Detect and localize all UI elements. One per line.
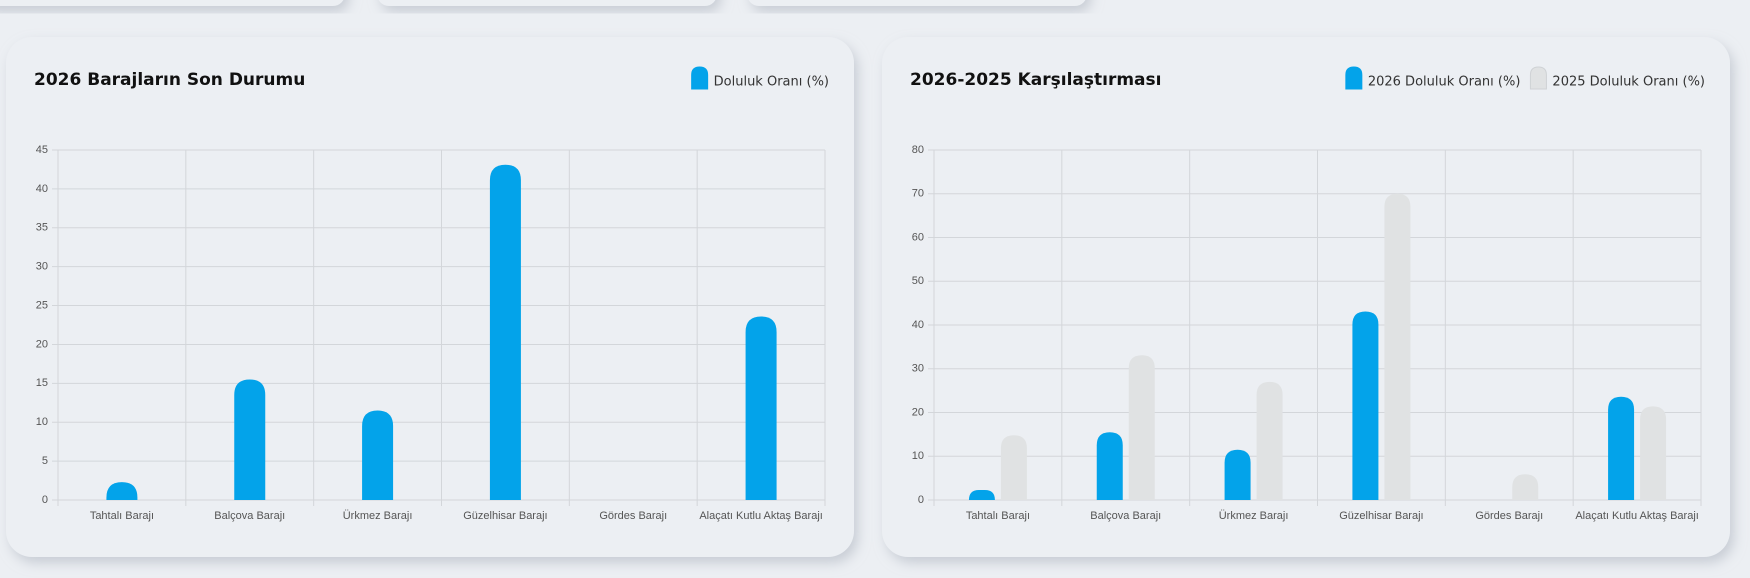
legend-swatch (691, 66, 709, 90)
top-card (0, 0, 344, 6)
x-tick-label: Tahtalı Barajı (90, 510, 154, 522)
chart-title: 2026-2025 Karşılaştırması (910, 70, 1161, 90)
bar (362, 410, 394, 500)
bar (489, 164, 521, 500)
y-tick-label: 30 (912, 363, 924, 375)
y-tick-label: 50 (912, 275, 924, 287)
x-tick-label: Alaçatı Kutlu Aktaş Barajı (699, 510, 823, 522)
top-card (378, 0, 716, 6)
y-tick-label: 15 (36, 377, 48, 389)
y-tick-label: 25 (36, 299, 48, 311)
legend-label: Doluluk Oranı (%) (714, 75, 829, 90)
y-tick-label: 20 (36, 338, 48, 350)
bar (1224, 449, 1251, 500)
x-tick-label: Ürkmez Barajı (343, 510, 413, 522)
legend-label: 2026 Doluluk Oranı (%) (1368, 75, 1521, 90)
y-tick-label: 60 (912, 231, 924, 243)
x-tick-label: Güzelhisar Barajı (463, 510, 547, 522)
y-tick-label: 80 (912, 144, 924, 156)
y-tick-label: 40 (912, 319, 924, 331)
bar (1000, 435, 1027, 500)
x-tick-label: Balçova Barajı (214, 510, 285, 522)
y-tick-label: 5 (42, 455, 48, 467)
y-tick-label: 10 (912, 450, 924, 462)
chart-title: 2026 Barajların Son Durumu (34, 70, 305, 90)
bar (1128, 355, 1155, 500)
legend-label: 2025 Doluluk Oranı (%) (1552, 75, 1705, 90)
y-tick-label: 10 (36, 416, 48, 428)
y-tick-label: 0 (918, 494, 924, 506)
bar (968, 489, 995, 500)
chart: 2026-2025 Karşılaştırması 0 10 20 30 40 50 60 70… (910, 66, 1705, 522)
chart: 2026 Barajların Son Durumu 0 5 10 15 20 25 30 35… (34, 66, 829, 522)
bar (1096, 432, 1123, 500)
bar (1352, 311, 1379, 500)
bar (234, 379, 266, 500)
bar (1608, 396, 1635, 500)
chart-card (882, 37, 1730, 557)
top-card (748, 0, 1086, 6)
y-tick-label: 20 (912, 406, 924, 418)
bar (1256, 381, 1283, 500)
x-tick-label: Ürkmez Barajı (1219, 510, 1289, 522)
y-tick-label: 35 (36, 222, 48, 234)
legend-swatch (1529, 66, 1547, 90)
y-tick-label: 70 (912, 188, 924, 200)
bar (745, 316, 777, 500)
y-tick-label: 0 (42, 494, 48, 506)
bar (1384, 193, 1411, 500)
x-tick-label: Gördes Barajı (599, 510, 667, 522)
x-tick-label: Tahtalı Barajı (966, 510, 1030, 522)
y-tick-label: 30 (36, 261, 48, 273)
x-tick-label: Alaçatı Kutlu Aktaş Barajı (1575, 510, 1699, 522)
bar (1512, 474, 1539, 500)
y-tick-label: 40 (36, 183, 48, 195)
x-tick-label: Güzelhisar Barajı (1339, 510, 1423, 522)
chart-card (6, 37, 854, 557)
y-tick-label: 45 (36, 144, 48, 156)
bar (106, 482, 138, 500)
x-tick-label: Gördes Barajı (1475, 510, 1543, 522)
legend-swatch (1345, 66, 1363, 90)
bar (1640, 406, 1667, 500)
x-tick-label: Balçova Barajı (1090, 510, 1161, 522)
